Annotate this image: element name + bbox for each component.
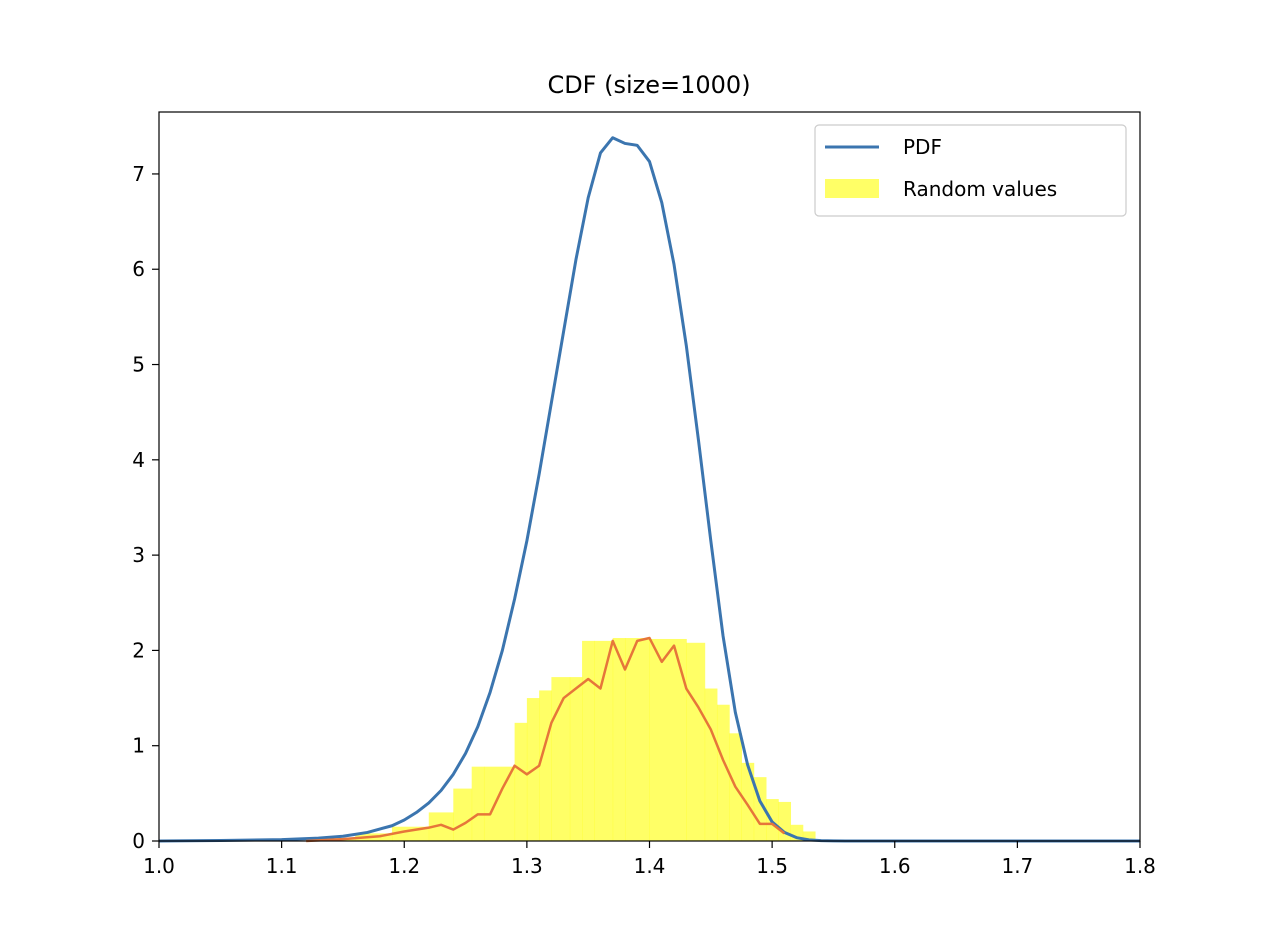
histogram-bar [612, 638, 626, 841]
x-tick-label: 1.1 [266, 854, 298, 878]
y-tick-label: 1 [132, 734, 145, 758]
histogram-bar [471, 766, 485, 841]
legend-label-pdf: PDF [903, 135, 942, 159]
y-tick-label: 7 [132, 162, 145, 186]
histogram-bar [802, 831, 816, 841]
histogram-bar [704, 688, 718, 841]
y-tick-label: 2 [132, 638, 145, 662]
x-tick-label: 1.4 [634, 854, 666, 878]
y-tick-label: 5 [132, 353, 145, 377]
histogram-bar [582, 640, 595, 841]
empirical-density-line [306, 636, 786, 843]
y-tick-label: 6 [132, 257, 145, 281]
x-tick-label: 1.5 [756, 854, 788, 878]
histogram-bar [686, 642, 706, 841]
legend: PDF Random values [814, 124, 1127, 217]
histogram [306, 638, 816, 841]
x-tick-label: 1.0 [143, 854, 175, 878]
y-tick-label: 4 [132, 448, 145, 472]
legend-label-random-values: Random values [903, 177, 1057, 201]
x-tick-label: 1.7 [1001, 854, 1033, 878]
histogram-bar [539, 690, 552, 841]
legend-swatch-random-values [825, 179, 879, 198]
x-tick-label: 1.6 [879, 854, 911, 878]
histogram-bar [483, 766, 516, 841]
legend-box [814, 124, 1127, 217]
histogram-bar [514, 722, 528, 841]
series-lines [158, 136, 1140, 843]
y-tick-label: 0 [132, 829, 145, 853]
x-tick-label: 1.3 [511, 854, 543, 878]
histogram-bar [624, 638, 650, 841]
pdf-line [158, 136, 1140, 843]
histogram-bar [453, 788, 473, 841]
histogram-bar [716, 704, 730, 841]
histogram-bar [594, 640, 614, 841]
histogram-bar [741, 762, 755, 841]
histogram-bar [551, 677, 571, 841]
axes: 1.0 1.1 1.2 1.3 1.4 1.5 1.6 1.7 1.8 0 1 2 3 4 5 6 7 [132, 162, 1156, 878]
x-tick-label: 1.2 [388, 854, 420, 878]
histogram-bar [569, 677, 583, 841]
x-tick-label: 1.8 [1124, 854, 1156, 878]
chart-title: CDF (size=1000) [547, 71, 750, 99]
y-tick-label: 3 [132, 543, 145, 567]
